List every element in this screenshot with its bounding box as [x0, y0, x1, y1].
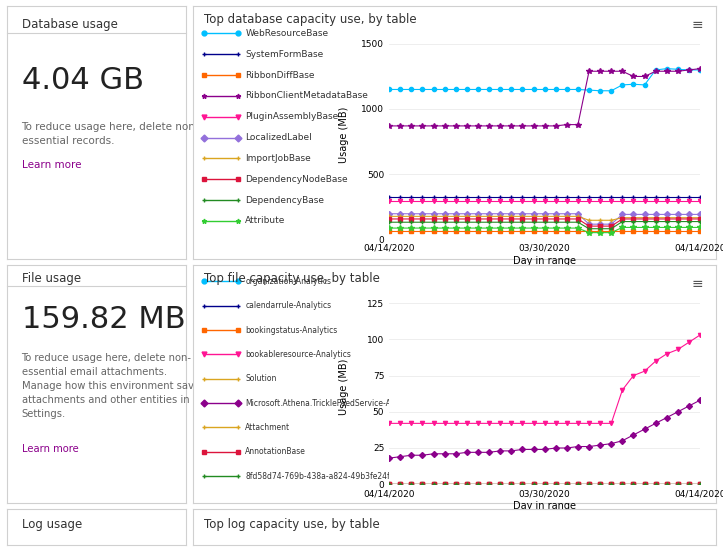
Text: Top log capacity use, by table: Top log capacity use, by table	[204, 518, 380, 531]
Text: Log usage: Log usage	[22, 518, 82, 531]
Text: ≡: ≡	[691, 277, 703, 290]
Text: LocalizedLabel: LocalizedLabel	[245, 133, 312, 142]
Text: ≡: ≡	[691, 18, 703, 32]
Text: DependencyBase: DependencyBase	[245, 196, 325, 205]
Text: Database usage: Database usage	[22, 18, 117, 31]
Text: Top database capacity use, by table: Top database capacity use, by table	[204, 13, 416, 26]
Text: WebResourceBase: WebResourceBase	[245, 29, 328, 38]
Text: organization-Analytics: organization-Analytics	[245, 277, 331, 286]
Text: calendarrule-Analytics: calendarrule-Analytics	[245, 301, 332, 310]
Text: AnnotationBase: AnnotationBase	[245, 447, 307, 456]
Text: File usage: File usage	[22, 272, 81, 285]
Text: bookingstatus-Analytics: bookingstatus-Analytics	[245, 326, 338, 334]
Text: DependencyNodeBase: DependencyNodeBase	[245, 175, 348, 184]
Text: Learn more: Learn more	[22, 161, 81, 170]
Text: RibbonClientMetadataBase: RibbonClientMetadataBase	[245, 91, 368, 101]
Text: Microsoft.Athena.TrickleFeedService-Analytics: Microsoft.Athena.TrickleFeedService-Anal…	[245, 399, 422, 408]
Text: Learn more: Learn more	[22, 444, 78, 454]
Text: RibbonDiffBase: RibbonDiffBase	[245, 70, 315, 80]
Text: 159.82 MB: 159.82 MB	[22, 305, 185, 334]
Text: SystemFormBase: SystemFormBase	[245, 50, 324, 59]
Text: 4.04 GB: 4.04 GB	[22, 67, 144, 96]
Text: To reduce usage here, delete non-
essential records.: To reduce usage here, delete non- essent…	[22, 122, 199, 146]
Text: To reduce usage here, delete non-
essential email attachments.
Manage how this e: To reduce usage here, delete non- essent…	[22, 353, 200, 419]
Text: Top file capacity use, by table: Top file capacity use, by table	[204, 272, 380, 285]
Text: 8fd58d74-769b-438a-a824-49b3fe24f420_1.0.1.0-Analytics: 8fd58d74-769b-438a-a824-49b3fe24f420_1.0…	[245, 471, 473, 481]
Text: bookableresource-Analytics: bookableresource-Analytics	[245, 350, 351, 359]
Text: Attribute: Attribute	[245, 216, 286, 225]
Text: ImportJobBase: ImportJobBase	[245, 154, 311, 163]
Text: PluginAssemblyBase: PluginAssemblyBase	[245, 112, 338, 121]
Text: Solution: Solution	[245, 374, 277, 383]
Text: Attachment: Attachment	[245, 423, 291, 432]
